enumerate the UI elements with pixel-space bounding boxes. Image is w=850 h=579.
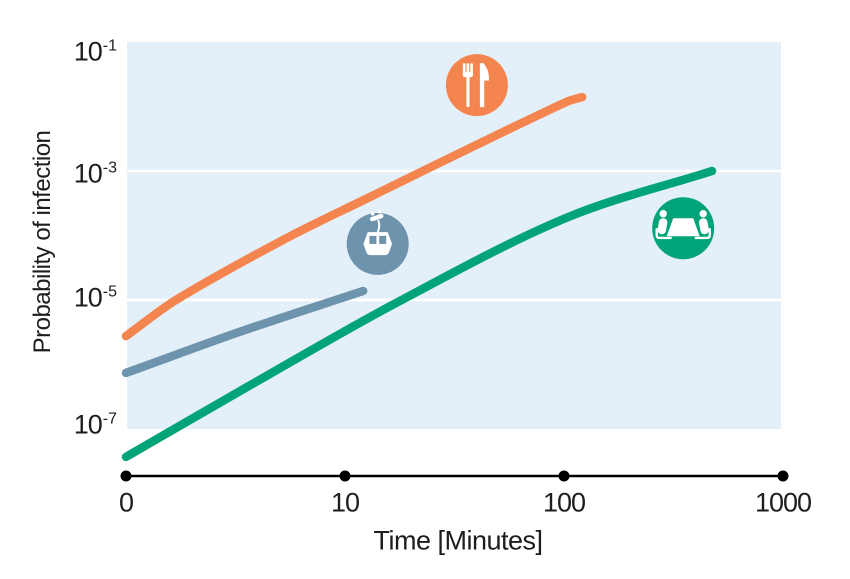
x-axis-dot-0 [120, 470, 132, 482]
cable-car-icon [346, 210, 409, 275]
meeting-icon [652, 197, 715, 260]
y-tick-exponent: -1 [102, 37, 117, 55]
x-axis-dot-100 [558, 470, 570, 482]
curves-layer [121, 92, 717, 462]
y-tick-base: 10 [73, 36, 103, 67]
y-tick-exponent: -7 [102, 410, 117, 428]
y-tick-1e-3: 10-3 [73, 158, 117, 189]
y-tick-base: 10 [73, 282, 103, 313]
x-axis-title: Time [Minutes] [373, 525, 543, 556]
y-tick-exponent: -3 [102, 159, 117, 177]
y-tick-1e-7: 10-7 [73, 409, 117, 440]
x-axis-dot-1000 [777, 470, 789, 482]
y-tick-exponent: -5 [102, 283, 117, 301]
restaurant-icon [445, 54, 508, 117]
y-tick-1e-1: 10-1 [73, 36, 117, 67]
fork-knife-glyph [462, 63, 489, 108]
cable-car-curve [121, 286, 368, 378]
cable-car-windows [369, 235, 387, 244]
x-axis [120, 470, 789, 482]
y-tick-base: 10 [73, 158, 103, 189]
y-tick-1e-5: 10-5 [73, 282, 117, 313]
x-tick-100: 100 [542, 487, 586, 518]
y-tick-base: 10 [73, 409, 103, 440]
restaurant-curve [121, 92, 587, 341]
y-axis-title: Probability of infection [29, 130, 56, 354]
x-tick-1000: 1000 [754, 487, 812, 518]
meeting-curve [121, 166, 717, 462]
x-axis-dot-10 [339, 470, 351, 482]
x-tick-0: 0 [118, 487, 134, 518]
meeting-glyph [655, 210, 711, 240]
restaurant-icon-circle [445, 54, 508, 117]
x-tick-10: 10 [330, 487, 360, 518]
